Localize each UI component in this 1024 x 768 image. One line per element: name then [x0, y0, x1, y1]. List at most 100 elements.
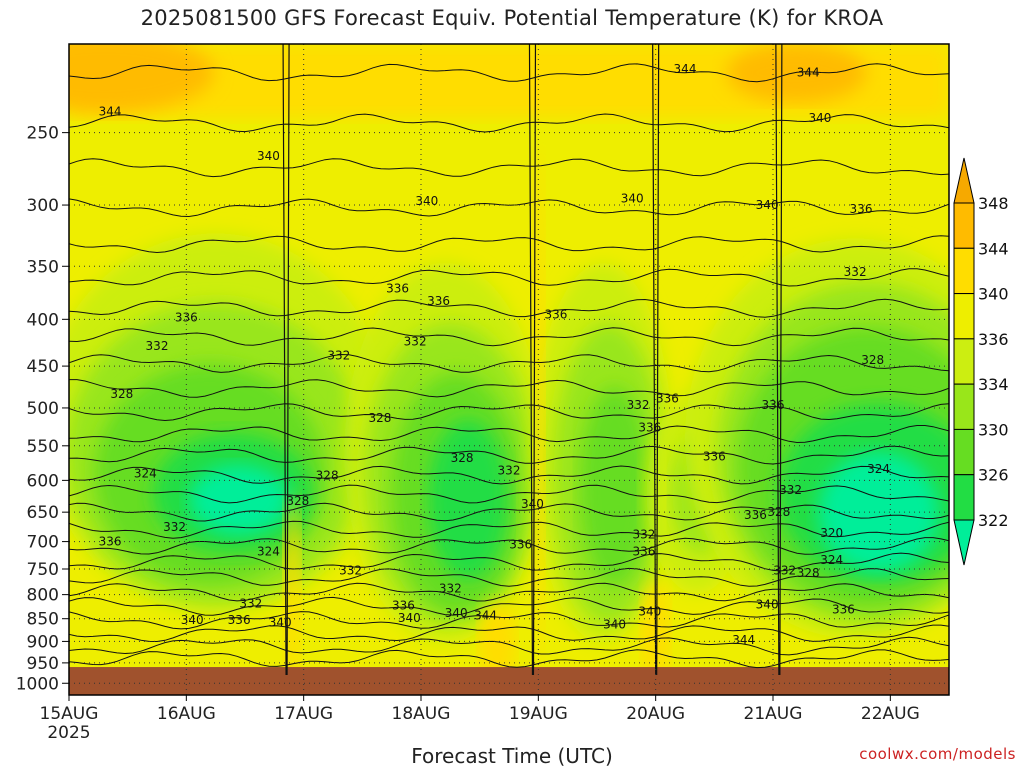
contour-label: 336 [386, 281, 409, 295]
field-spike [532, 147, 545, 668]
contour-label: 340 [398, 611, 421, 625]
contour-label: 340 [756, 198, 779, 212]
colorbar-label: 322 [978, 511, 1009, 530]
contour-line [69, 465, 949, 485]
contour-label: 328 [451, 451, 474, 465]
contour-label: 332 [627, 398, 650, 412]
contour-line [775, 44, 783, 676]
contour-label: 336 [427, 294, 450, 308]
contour-label: 332 [146, 339, 169, 353]
contour-label: 340 [756, 597, 779, 611]
contour-label: 324 [257, 545, 280, 559]
y-tick-label: 300 [27, 196, 59, 216]
y-tick-label: 450 [27, 357, 59, 377]
contour-label: 332 [327, 348, 350, 362]
contour-line [69, 268, 949, 287]
y-tick-label: 850 [27, 610, 59, 630]
credit-link[interactable]: coolwx.com/models [859, 745, 1016, 763]
field-layer [69, 44, 949, 695]
contour-line [69, 445, 949, 465]
contour-label: 332 [844, 265, 867, 279]
colorbar-band [953, 474, 975, 521]
y-tick-label: 700 [27, 533, 59, 553]
contour-label: 324 [820, 553, 843, 567]
colorbar-label: 344 [978, 239, 1009, 258]
contour-line [69, 484, 949, 504]
colorbar-arrow-top [953, 157, 975, 204]
contour-label: 344 [674, 62, 697, 76]
contour-label: 320 [820, 526, 843, 540]
contour-line [69, 552, 949, 572]
contour-label: 340 [621, 191, 644, 205]
contour-label: 344 [732, 633, 755, 647]
y-tick-label: 800 [27, 586, 59, 606]
colorbar-label: 330 [978, 420, 1009, 439]
x-tick-label: 21AUG [744, 704, 803, 724]
contour-label: 332 [404, 335, 427, 349]
contour-label: 328 [368, 411, 391, 425]
contour-label: 328 [316, 469, 339, 483]
contour-label: 336 [744, 508, 767, 522]
y-tick-label: 950 [27, 654, 59, 674]
contour-label: 344 [474, 608, 497, 622]
y-tick-label: 250 [27, 124, 59, 144]
contour-line [69, 649, 949, 669]
contour-label: 340 [808, 111, 831, 125]
colorbar-label: 340 [978, 285, 1009, 304]
colorbar-band [953, 247, 975, 295]
contour-label: 328 [861, 353, 884, 367]
x-tick-label: 20AUG [626, 704, 685, 724]
contour-label: 336 [850, 202, 873, 216]
x-tick-sublabel: 2025 [47, 723, 90, 743]
contour-line [69, 537, 949, 555]
contour-line [69, 624, 949, 643]
x-tick-label: 16AUG [157, 704, 216, 724]
contour-line [69, 425, 949, 444]
y-tick-label: 1000 [16, 674, 59, 694]
contour-label: 332 [773, 564, 796, 578]
field-blob [427, 419, 508, 580]
x-tick-label: 15AUG [40, 704, 99, 724]
contour-line [282, 44, 290, 676]
contour-line [69, 235, 949, 254]
contour-line [69, 567, 949, 587]
contour-label: 332 [779, 483, 802, 497]
contour-label: 336 [832, 602, 855, 616]
colorbar-label: 336 [978, 330, 1009, 349]
contour-line [69, 298, 949, 318]
surface-terrain [69, 667, 949, 695]
contour-label: 332 [498, 463, 521, 477]
colorbar-label: 334 [978, 375, 1009, 394]
contour-label: 340 [181, 613, 204, 627]
y-tick-label: 350 [27, 257, 59, 277]
contour-label: 340 [269, 615, 292, 629]
field-upper-hot [69, 44, 215, 113]
y-tick-label: 550 [27, 437, 59, 457]
y-tick-label: 500 [27, 399, 59, 419]
y-tick-label: 650 [27, 503, 59, 523]
contour-label: 344 [99, 104, 122, 118]
colorbar-band [953, 293, 975, 340]
contour-label: 336 [509, 537, 532, 551]
contour-label: 336 [632, 545, 655, 559]
contour-label: 332 [439, 582, 462, 596]
contour-label: 344 [797, 66, 820, 80]
field-blob [189, 464, 290, 535]
x-axis-label: Forecast Time (UTC) [411, 744, 613, 768]
colorbar-band [953, 202, 975, 249]
field-blob [818, 452, 939, 573]
x-tick-label: 18AUG [392, 704, 451, 724]
y-tick-label: 400 [27, 310, 59, 330]
field-upper-hot [726, 44, 867, 103]
contour-line [69, 636, 949, 656]
contour-label: 324 [867, 462, 890, 476]
contour-label: 340 [521, 497, 544, 511]
contour-label: 340 [603, 618, 626, 632]
contour-label: 332 [339, 564, 362, 578]
contour-label: 332 [163, 520, 186, 534]
contour-label: 324 [134, 467, 157, 481]
x-tick-label: 17AUG [274, 704, 333, 724]
contour-label: 328 [797, 566, 820, 580]
contour-label: 328 [110, 387, 133, 401]
